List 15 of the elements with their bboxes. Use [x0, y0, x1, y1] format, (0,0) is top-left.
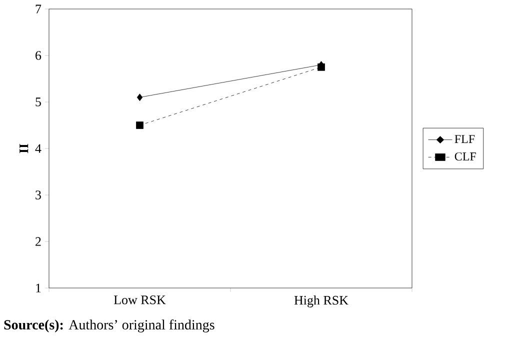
y-tick-label: 4: [35, 144, 42, 153]
legend-label: CLF: [454, 152, 476, 161]
y-tick-label: 2: [36, 237, 41, 246]
y-tick-label: 6: [36, 51, 42, 60]
x-tick-label: High RSK: [294, 296, 348, 308]
point: [136, 94, 143, 102]
y-tick-label: 5: [36, 98, 41, 106]
y-tick-label: 3: [36, 190, 41, 200]
text: Source(s): Authors’ original findings: [4, 320, 214, 332]
y-tick-label: 7: [36, 4, 42, 14]
legend-label: FLF: [454, 135, 475, 143]
point: [136, 122, 144, 129]
y-tick-label: 1: [36, 284, 41, 292]
y-axis-title: II: [20, 144, 28, 154]
x-tick-label: Low RSK: [114, 296, 166, 304]
